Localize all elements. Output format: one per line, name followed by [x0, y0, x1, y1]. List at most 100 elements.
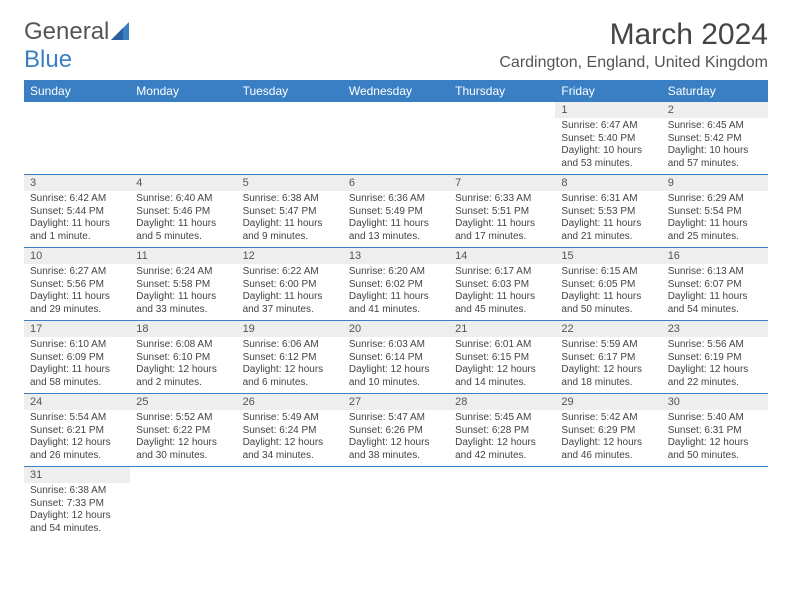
daylight-text: Daylight: 12 hours and 42 minutes. [455, 437, 549, 462]
daylight-text: Daylight: 11 hours and 58 minutes. [30, 364, 124, 389]
daylight-text: Daylight: 11 hours and 1 minute. [30, 218, 124, 243]
sunrise-text: Sunrise: 6:08 AM [136, 339, 230, 352]
calendar-cell [24, 102, 130, 175]
calendar-cell: 20Sunrise: 6:03 AMSunset: 6:14 PMDayligh… [343, 321, 449, 394]
sunset-text: Sunset: 5:46 PM [136, 206, 230, 219]
sunset-text: Sunset: 6:28 PM [455, 425, 549, 438]
logo-text-part2: Blue [24, 46, 72, 74]
sunrise-text: Sunrise: 6:22 AM [243, 266, 337, 279]
day-number: 1 [555, 102, 661, 118]
day-body: Sunrise: 5:45 AMSunset: 6:28 PMDaylight:… [449, 410, 555, 466]
calendar-cell: 17Sunrise: 6:10 AMSunset: 6:09 PMDayligh… [24, 321, 130, 394]
sunset-text: Sunset: 6:31 PM [668, 425, 762, 438]
calendar-cell: 22Sunrise: 5:59 AMSunset: 6:17 PMDayligh… [555, 321, 661, 394]
calendar-cell [449, 102, 555, 175]
sunrise-text: Sunrise: 6:10 AM [30, 339, 124, 352]
sunset-text: Sunset: 5:47 PM [243, 206, 337, 219]
daylight-text: Daylight: 11 hours and 50 minutes. [561, 291, 655, 316]
daylight-text: Daylight: 11 hours and 54 minutes. [668, 291, 762, 316]
sunrise-text: Sunrise: 6:01 AM [455, 339, 549, 352]
calendar-cell: 15Sunrise: 6:15 AMSunset: 6:05 PMDayligh… [555, 248, 661, 321]
sunset-text: Sunset: 6:12 PM [243, 352, 337, 365]
day-body: Sunrise: 6:45 AMSunset: 5:42 PMDaylight:… [662, 118, 768, 174]
calendar-row: 10Sunrise: 6:27 AMSunset: 5:56 PMDayligh… [24, 248, 768, 321]
day-number: 26 [237, 394, 343, 410]
daylight-text: Daylight: 12 hours and 10 minutes. [349, 364, 443, 389]
calendar-cell: 26Sunrise: 5:49 AMSunset: 6:24 PMDayligh… [237, 394, 343, 467]
daylight-text: Daylight: 11 hours and 9 minutes. [243, 218, 337, 243]
day-number: 11 [130, 248, 236, 264]
daylight-text: Daylight: 11 hours and 29 minutes. [30, 291, 124, 316]
day-body: Sunrise: 6:29 AMSunset: 5:54 PMDaylight:… [662, 191, 768, 247]
location-text: Cardington, England, United Kingdom [499, 54, 768, 72]
sunrise-text: Sunrise: 6:03 AM [349, 339, 443, 352]
day-number: 9 [662, 175, 768, 191]
daylight-text: Daylight: 12 hours and 38 minutes. [349, 437, 443, 462]
day-body: Sunrise: 5:42 AMSunset: 6:29 PMDaylight:… [555, 410, 661, 466]
sunset-text: Sunset: 6:26 PM [349, 425, 443, 438]
sunset-text: Sunset: 7:33 PM [30, 498, 124, 511]
day-number: 5 [237, 175, 343, 191]
calendar-cell [343, 102, 449, 175]
day-number: 7 [449, 175, 555, 191]
sunset-text: Sunset: 6:05 PM [561, 279, 655, 292]
day-header: Sunday [24, 80, 130, 102]
sunset-text: Sunset: 6:03 PM [455, 279, 549, 292]
sunrise-text: Sunrise: 5:56 AM [668, 339, 762, 352]
daylight-text: Daylight: 12 hours and 30 minutes. [136, 437, 230, 462]
day-body: Sunrise: 6:40 AMSunset: 5:46 PMDaylight:… [130, 191, 236, 247]
sunset-text: Sunset: 6:02 PM [349, 279, 443, 292]
day-body: Sunrise: 6:42 AMSunset: 5:44 PMDaylight:… [24, 191, 130, 247]
day-number: 4 [130, 175, 236, 191]
sunset-text: Sunset: 5:54 PM [668, 206, 762, 219]
day-body: Sunrise: 6:36 AMSunset: 5:49 PMDaylight:… [343, 191, 449, 247]
sunset-text: Sunset: 6:15 PM [455, 352, 549, 365]
day-body: Sunrise: 5:52 AMSunset: 6:22 PMDaylight:… [130, 410, 236, 466]
day-number: 17 [24, 321, 130, 337]
daylight-text: Daylight: 11 hours and 13 minutes. [349, 218, 443, 243]
calendar-row: 1Sunrise: 6:47 AMSunset: 5:40 PMDaylight… [24, 102, 768, 175]
sunset-text: Sunset: 6:21 PM [30, 425, 124, 438]
calendar-cell [555, 467, 661, 540]
calendar-cell: 23Sunrise: 5:56 AMSunset: 6:19 PMDayligh… [662, 321, 768, 394]
day-body: Sunrise: 6:27 AMSunset: 5:56 PMDaylight:… [24, 264, 130, 320]
daylight-text: Daylight: 12 hours and 46 minutes. [561, 437, 655, 462]
day-number: 25 [130, 394, 236, 410]
sunrise-text: Sunrise: 5:49 AM [243, 412, 337, 425]
day-number: 28 [449, 394, 555, 410]
calendar-cell: 2Sunrise: 6:45 AMSunset: 5:42 PMDaylight… [662, 102, 768, 175]
day-body: Sunrise: 6:10 AMSunset: 6:09 PMDaylight:… [24, 337, 130, 393]
daylight-text: Daylight: 12 hours and 22 minutes. [668, 364, 762, 389]
day-body: Sunrise: 5:59 AMSunset: 6:17 PMDaylight:… [555, 337, 661, 393]
day-body: Sunrise: 6:38 AMSunset: 5:47 PMDaylight:… [237, 191, 343, 247]
calendar-cell: 4Sunrise: 6:40 AMSunset: 5:46 PMDaylight… [130, 175, 236, 248]
sunrise-text: Sunrise: 6:42 AM [30, 193, 124, 206]
sunrise-text: Sunrise: 5:59 AM [561, 339, 655, 352]
calendar-row: 17Sunrise: 6:10 AMSunset: 6:09 PMDayligh… [24, 321, 768, 394]
calendar-cell: 5Sunrise: 6:38 AMSunset: 5:47 PMDaylight… [237, 175, 343, 248]
calendar-cell: 24Sunrise: 5:54 AMSunset: 6:21 PMDayligh… [24, 394, 130, 467]
sunset-text: Sunset: 5:42 PM [668, 133, 762, 146]
day-number: 18 [130, 321, 236, 337]
calendar-cell [662, 467, 768, 540]
sunrise-text: Sunrise: 6:06 AM [243, 339, 337, 352]
calendar-cell: 28Sunrise: 5:45 AMSunset: 6:28 PMDayligh… [449, 394, 555, 467]
calendar-cell [130, 467, 236, 540]
calendar-cell [237, 102, 343, 175]
calendar-table: Sunday Monday Tuesday Wednesday Thursday… [24, 80, 768, 539]
day-body: Sunrise: 6:47 AMSunset: 5:40 PMDaylight:… [555, 118, 661, 174]
day-number: 12 [237, 248, 343, 264]
day-number: 15 [555, 248, 661, 264]
daylight-text: Daylight: 12 hours and 50 minutes. [668, 437, 762, 462]
sunrise-text: Sunrise: 6:45 AM [668, 120, 762, 133]
day-body: Sunrise: 6:06 AMSunset: 6:12 PMDaylight:… [237, 337, 343, 393]
calendar-cell: 19Sunrise: 6:06 AMSunset: 6:12 PMDayligh… [237, 321, 343, 394]
sunrise-text: Sunrise: 6:36 AM [349, 193, 443, 206]
day-body: Sunrise: 6:15 AMSunset: 6:05 PMDaylight:… [555, 264, 661, 320]
calendar-cell: 21Sunrise: 6:01 AMSunset: 6:15 PMDayligh… [449, 321, 555, 394]
calendar-cell: 1Sunrise: 6:47 AMSunset: 5:40 PMDaylight… [555, 102, 661, 175]
daylight-text: Daylight: 12 hours and 2 minutes. [136, 364, 230, 389]
sunset-text: Sunset: 6:07 PM [668, 279, 762, 292]
daylight-text: Daylight: 11 hours and 17 minutes. [455, 218, 549, 243]
sunrise-text: Sunrise: 6:15 AM [561, 266, 655, 279]
